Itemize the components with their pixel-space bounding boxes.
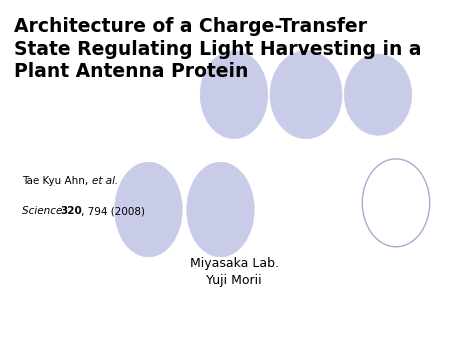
Text: Tae Kyu Ahn,: Tae Kyu Ahn, <box>22 176 92 186</box>
Text: 320: 320 <box>60 206 81 216</box>
Ellipse shape <box>187 162 254 257</box>
Ellipse shape <box>270 51 342 139</box>
Text: , 794 (2008): , 794 (2008) <box>81 206 145 216</box>
Text: Science: Science <box>22 206 66 216</box>
Text: Miyasaka Lab.
Yuji Morii: Miyasaka Lab. Yuji Morii <box>189 257 279 287</box>
Text: Architecture of a Charge-Transfer
State Regulating Light Harvesting in a
Plant A: Architecture of a Charge-Transfer State … <box>14 17 421 81</box>
Ellipse shape <box>200 51 268 139</box>
Ellipse shape <box>362 159 430 247</box>
Text: et al.: et al. <box>92 176 118 186</box>
Ellipse shape <box>344 54 412 135</box>
Ellipse shape <box>115 162 182 257</box>
